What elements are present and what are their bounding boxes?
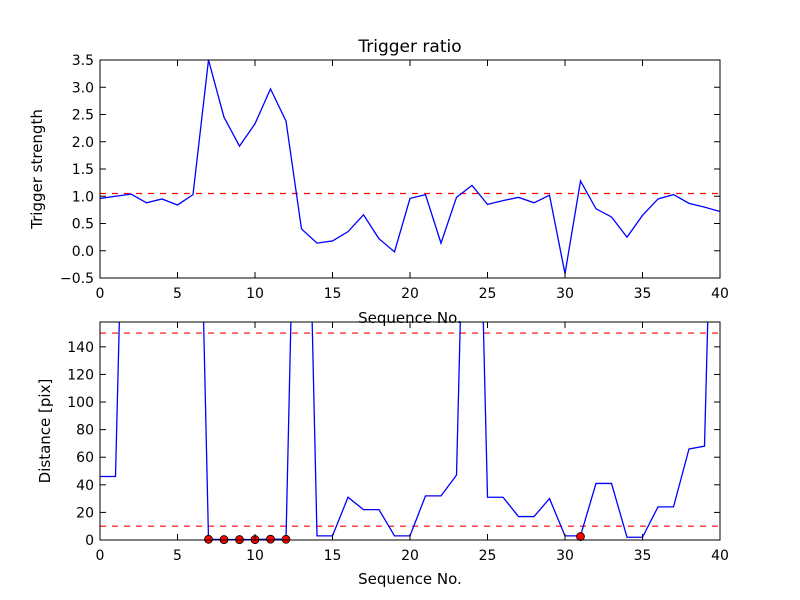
trigger-y-tick-label: 1.0: [72, 189, 94, 205]
distance-x-tick-label: 20: [401, 548, 419, 564]
trigger-y-tick-label: 2.5: [72, 108, 94, 124]
trigger-y-tick-label: −0.5: [60, 271, 94, 287]
distance-chart: 0 5 10 15 20 25 30 35 40 0 20 40 60 80 100 120 140 Seque…: [36, 321, 729, 588]
trigger-chart: Trigger ratio 0 5 10 15 20 25 30 35 40 −0.5 0.0 0.5…: [28, 37, 729, 327]
trigger-y-tick-label: 3.5: [72, 53, 94, 69]
trigger-x-tick-label: 20: [401, 286, 419, 302]
distance-y-tick-label: 80: [76, 423, 94, 439]
distance-x-tick-label: 0: [96, 548, 105, 564]
distance-marker: [281, 534, 291, 544]
trigger-y-tick-label: 0.5: [72, 217, 94, 233]
trigger-x-tick-label: 35: [634, 286, 652, 302]
distance-y-tick-label: 140: [67, 340, 94, 356]
distance-marker: [266, 534, 275, 544]
distance-axis-ticks: 0 5 10 15 20 25 30 35 40 0 20 40 60 80 100 120 140: [67, 322, 729, 564]
distance-x-tick-label: 15: [324, 548, 342, 564]
trigger-axis-ticks: 0 5 10 15 20 25 30 35 40 −0.5 0.0 0.5 1.0 1.5 2.0 2.5 3.…: [60, 53, 729, 302]
trigger-x-tick-label: 5: [173, 286, 182, 302]
distance-x-tick-label: 5: [173, 548, 182, 564]
distance-y-tick-label: 100: [67, 395, 94, 411]
trigger-plot-frame: [99, 59, 721, 279]
distance-y-tick-label: 120: [67, 367, 94, 383]
distance-y-tick-label: 20: [76, 505, 94, 521]
distance-y-tick-label: 40: [76, 478, 94, 494]
distance-marker: [204, 534, 213, 544]
trigger-y-tick-label: 0.0: [72, 244, 94, 260]
trigger-y-axis-label: Trigger strength: [28, 109, 46, 230]
trigger-chart-title: Trigger ratio: [357, 37, 461, 57]
trigger-strength-line: [100, 60, 720, 274]
distance-marker: [576, 532, 585, 541]
trigger-x-tick-label: 40: [711, 286, 729, 302]
distance-plot-frame: [99, 321, 721, 541]
trigger-x-tick-label: 15: [324, 286, 342, 302]
trigger-x-tick-label: 10: [246, 286, 264, 302]
distance-x-tick-label: 25: [479, 548, 497, 564]
trigger-y-tick-label: 3.0: [72, 80, 94, 96]
distance-x-tick-label: 30: [556, 548, 574, 564]
distance-y-tick-label: 60: [76, 450, 94, 466]
distance-x-tick-label: 10: [246, 548, 264, 564]
distance-y-axis-label: Distance [pix]: [36, 379, 54, 484]
distance-x-tick-label: 40: [711, 548, 729, 564]
distance-y-tick-label: 0: [85, 533, 94, 549]
trigger-x-tick-label: 0: [96, 286, 105, 302]
trigger-x-tick-label: 25: [479, 286, 497, 302]
trigger-y-tick-label: 1.5: [72, 162, 94, 178]
distance-x-axis-label: Sequence No.: [358, 570, 462, 588]
trigger-x-tick-label: 30: [556, 286, 574, 302]
trigger-y-tick-label: 2.0: [72, 135, 94, 151]
distance-x-tick-label: 35: [634, 548, 652, 564]
